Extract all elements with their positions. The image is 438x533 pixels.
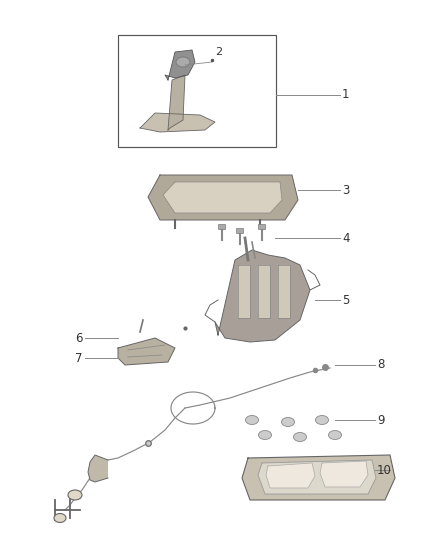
Ellipse shape (54, 513, 66, 522)
Polygon shape (163, 182, 282, 213)
Polygon shape (266, 463, 315, 488)
Ellipse shape (293, 432, 307, 441)
Text: 7: 7 (75, 351, 83, 365)
Ellipse shape (258, 431, 272, 440)
Polygon shape (88, 455, 108, 482)
Ellipse shape (68, 490, 82, 500)
Polygon shape (238, 265, 250, 318)
Ellipse shape (176, 57, 190, 67)
Polygon shape (278, 265, 290, 318)
Polygon shape (320, 461, 368, 487)
FancyBboxPatch shape (219, 224, 226, 230)
Ellipse shape (315, 416, 328, 424)
Polygon shape (165, 50, 195, 80)
Text: 3: 3 (342, 183, 350, 197)
Ellipse shape (328, 431, 342, 440)
Text: 6: 6 (75, 332, 83, 344)
Ellipse shape (246, 416, 258, 424)
Ellipse shape (282, 417, 294, 426)
Polygon shape (215, 250, 310, 342)
Polygon shape (242, 455, 395, 500)
FancyBboxPatch shape (258, 224, 265, 230)
Polygon shape (118, 338, 175, 365)
Polygon shape (258, 265, 270, 318)
Text: 2: 2 (215, 47, 222, 57)
Bar (118, 35, 276, 147)
FancyBboxPatch shape (237, 229, 244, 233)
Text: 8: 8 (377, 359, 385, 372)
Text: 1: 1 (342, 88, 350, 101)
Text: 10: 10 (377, 464, 392, 477)
Text: 9: 9 (377, 414, 385, 426)
Polygon shape (140, 113, 215, 132)
Text: 4: 4 (342, 231, 350, 245)
Polygon shape (148, 175, 298, 220)
Polygon shape (258, 460, 376, 494)
Text: 5: 5 (342, 294, 350, 306)
Polygon shape (168, 75, 185, 130)
